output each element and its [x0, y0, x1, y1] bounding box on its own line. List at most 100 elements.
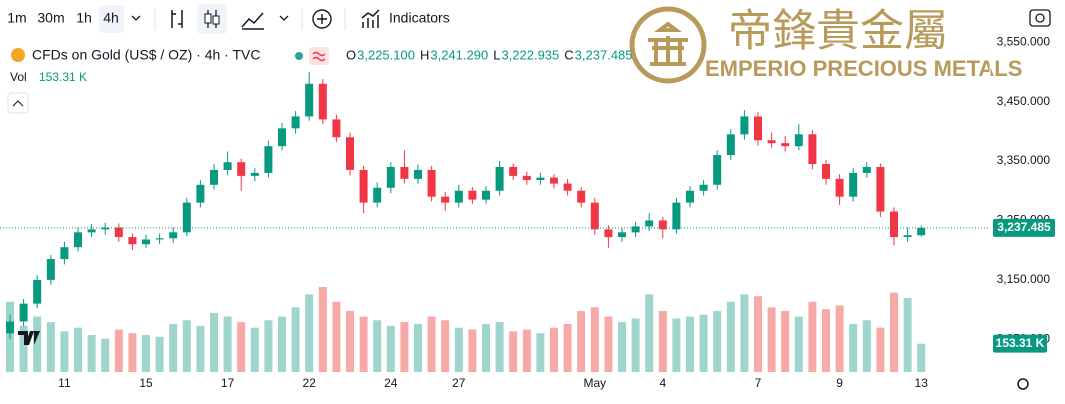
interval-button[interactable]: 30m	[37, 10, 64, 26]
area-icon[interactable]	[241, 12, 264, 30]
indicators-icon[interactable]	[361, 9, 380, 28]
volume-bar	[482, 323, 490, 372]
volume-bar	[890, 292, 898, 372]
ohlc-key: H	[420, 47, 429, 62]
candle-body	[468, 190, 477, 200]
volume-bar	[631, 318, 640, 372]
volume-bar	[808, 301, 817, 372]
active-interval-bg	[99, 5, 124, 33]
candle-body	[890, 211, 898, 238]
candle-body	[250, 172, 259, 176]
candle-body	[903, 235, 912, 238]
logo-name: EMPERIO PRECIOUS METALS	[705, 56, 1022, 81]
volume-bar	[618, 322, 626, 372]
candle-body	[590, 202, 599, 230]
volume-bar	[740, 294, 749, 372]
volume-bar	[563, 323, 572, 372]
ohlc-key: L	[493, 47, 500, 62]
volume-bar	[332, 301, 341, 372]
candle-button[interactable]	[197, 4, 227, 34]
volume-bar	[237, 322, 246, 372]
volume-bar	[767, 307, 776, 372]
logo-mark	[648, 21, 688, 66]
volume-bar	[114, 329, 123, 372]
volume-value: 153.31 K	[39, 70, 87, 84]
volume-bar	[468, 329, 477, 372]
volume-bar	[223, 316, 232, 372]
collapse-button[interactable]	[7, 92, 29, 114]
candle-icon	[212, 15, 220, 25]
candle-body	[849, 172, 858, 197]
candle-body	[577, 190, 586, 203]
volume-bar	[645, 294, 654, 372]
x-tick-label: 13	[915, 376, 929, 390]
volume-name: Vol	[10, 70, 27, 84]
candle-body	[6, 321, 14, 334]
x-tick-label: 7	[755, 376, 762, 390]
candle-body	[441, 196, 450, 203]
candle-body	[114, 227, 123, 238]
candle-body	[128, 237, 137, 245]
x-tick-label: 22	[303, 376, 317, 390]
candle-body	[427, 169, 436, 197]
volume-bar	[495, 322, 504, 372]
bar-style-icon[interactable]	[171, 10, 183, 28]
candle-body	[781, 143, 790, 147]
last-price-tag	[993, 218, 1055, 237]
volume-bar	[210, 312, 218, 372]
candle-body	[278, 128, 286, 147]
chevron[interactable]	[279, 15, 289, 21]
candle-body	[210, 169, 218, 185]
candle-body	[237, 162, 246, 176]
candle-body	[835, 178, 844, 197]
candle-body	[522, 175, 531, 181]
volume-bar	[876, 327, 885, 372]
x-tick-label: 27	[452, 376, 466, 390]
symbol-title: CFDs on Gold (US$ / OZ) · 4h · TVC	[32, 47, 260, 63]
y-tick-label: 3,450.000	[997, 94, 1051, 108]
candle-body	[101, 227, 110, 230]
volume-bar	[822, 309, 830, 372]
volume-bar	[414, 323, 422, 372]
candle-body	[645, 220, 654, 227]
candle-body	[536, 177, 545, 181]
volume-bar	[169, 323, 178, 372]
candle-body	[862, 166, 871, 173]
ohlc-value: 3,222.935	[501, 47, 559, 62]
add-icon[interactable]	[312, 9, 332, 29]
volume-bar	[522, 329, 531, 372]
settings-icon[interactable]	[1017, 378, 1029, 390]
volume-bar	[264, 320, 273, 372]
y-tick-label: 3,150.000	[997, 272, 1051, 286]
candle-body	[808, 134, 817, 164]
volume-bar	[250, 327, 259, 372]
interval-button[interactable]: 4h	[103, 10, 119, 26]
indicators-button[interactable]: Indicators	[389, 10, 450, 26]
candle-body	[19, 303, 28, 322]
candle-body	[631, 226, 640, 233]
candle-body	[482, 190, 490, 200]
chevron[interactable]	[131, 15, 141, 21]
candle-body	[550, 177, 558, 184]
ohlc-key: C	[564, 47, 573, 62]
symbol-icon	[11, 48, 25, 62]
candle-body	[713, 155, 722, 185]
volume-bar	[386, 325, 395, 372]
volume-bar	[359, 316, 368, 372]
volume-bar	[604, 316, 613, 372]
candle-body	[917, 227, 926, 236]
volume-bar	[781, 311, 790, 372]
ohlc-value: 3,237.485	[575, 47, 633, 62]
candle-body	[754, 116, 762, 141]
volume-bar	[427, 316, 436, 372]
tv-logo	[18, 331, 40, 345]
interval-button[interactable]: 1m	[7, 10, 26, 26]
interval-button[interactable]: 1h	[76, 10, 92, 26]
candle-body	[454, 190, 463, 203]
candle-body	[373, 187, 382, 203]
volume-bar	[849, 323, 858, 372]
volume-bar	[454, 327, 463, 372]
volume-bar	[590, 307, 599, 372]
camera-icon[interactable]	[1029, 9, 1051, 27]
